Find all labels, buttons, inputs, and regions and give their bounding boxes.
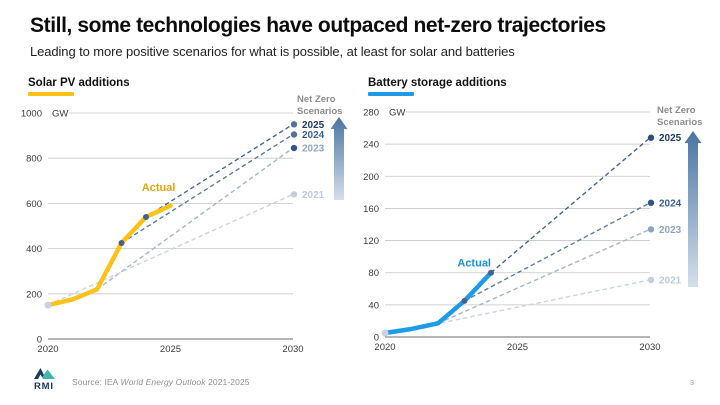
legend-title: Net Zero [657, 105, 696, 116]
unit-label: GW [52, 109, 68, 120]
actual-line [45, 203, 173, 308]
y-tick-label: 280 [363, 108, 379, 119]
y-tick-label: 1000 [21, 109, 42, 120]
scenario-dashed-line [121, 133, 294, 244]
scenario-year-label: 2021 [659, 275, 682, 286]
source-publication: World Energy Outlook [120, 377, 206, 387]
actual-start-dot [381, 329, 389, 337]
y-tick-label: 0 [374, 333, 379, 344]
logo-mountain-right [41, 369, 55, 379]
rmi-logo: RMI [34, 368, 55, 392]
scenario-year-label: 2023 [302, 144, 325, 155]
scenario-year-label: 2023 [659, 225, 682, 236]
actual-line [382, 270, 494, 336]
page-number: 3 [689, 378, 694, 387]
y-tick-label: 120 [363, 236, 379, 247]
legend-title: Scenarios [297, 106, 342, 117]
scenario-year-label: 2024 [659, 198, 682, 209]
scenario-endpoint-dot [290, 121, 298, 128]
x-tick-label: 2025 [507, 342, 528, 353]
legend-title: Scenarios [657, 117, 702, 128]
y-tick-label: 200 [363, 172, 379, 183]
x-tick-label: 2025 [160, 344, 181, 355]
y-tick-label: 0 [37, 335, 42, 346]
actual-start-dot [44, 301, 52, 309]
actual-data-dot [488, 269, 494, 276]
actual-series-label: Actual [142, 182, 176, 194]
x-tick-label: 2030 [639, 342, 660, 353]
scenario-endpoint-dot [647, 226, 655, 233]
scenario-dashed-line [464, 202, 651, 302]
scenario-endpoint-dot [290, 144, 298, 152]
scenario-year-label: 2024 [302, 130, 325, 141]
y-tick-label: 80 [368, 268, 379, 279]
scenario-dashed-line [96, 147, 294, 290]
battery-storage-chart: 0 40 80 120 160 200 240 280 GW 2020 2025 2030 2025 20… [363, 105, 702, 353]
scenario-endpoint-dot [647, 134, 655, 141]
slide-subtitle: Leading to more positive scenarios for w… [30, 44, 515, 59]
chart-title-solar-label: Solar PV additions [28, 77, 130, 89]
slide-title: Still, some technologies have outpaced n… [30, 14, 606, 37]
scenario-dashed-line [145, 123, 294, 218]
source-suffix: 2021-2025 [205, 377, 250, 387]
actual-series-label: Actual [457, 257, 491, 269]
logo-text: RMI [34, 381, 54, 392]
scenario-endpoint-dot [647, 276, 655, 284]
y-tick-label: 40 [368, 300, 379, 311]
chart-title-solar: Solar PV additions [28, 77, 130, 96]
chart-title-solar-underline [28, 92, 74, 96]
scenario-endpoint-dot [290, 191, 298, 198]
y-tick-label: 200 [26, 289, 42, 300]
actual-data-dot [118, 239, 125, 246]
scenario-endpoint-dot [647, 199, 655, 207]
scenario-year-label: 2025 [302, 120, 325, 131]
source-line: Source: IEA World Energy Outlook 2021-20… [72, 377, 250, 387]
chart-title-battery-label: Battery storage additions [368, 77, 507, 89]
y-tick-label: 160 [363, 204, 379, 215]
source-prefix: Source: IEA [72, 377, 121, 387]
scenario-endpoint-dot [290, 131, 298, 138]
x-tick-label: 2020 [37, 344, 58, 355]
y-tick-label: 400 [26, 244, 42, 255]
net-zero-arrow [330, 117, 348, 200]
x-tick-label: 2020 [374, 342, 395, 353]
scenario-year-label: 2025 [659, 133, 682, 144]
chart-title-battery-underline [368, 92, 414, 96]
unit-label: GW [389, 108, 405, 119]
logo-mountain-notch [38, 374, 43, 379]
scenario-dashed-line [47, 193, 294, 306]
scenario-dashed-line [490, 137, 651, 274]
scenario-year-label: 2021 [302, 190, 325, 201]
legend-title: Net Zero [297, 94, 336, 105]
chart-title-battery: Battery storage additions [368, 77, 507, 96]
x-tick-label: 2030 [282, 344, 303, 355]
scenario-dashed-line [411, 279, 651, 330]
y-tick-label: 600 [26, 199, 42, 210]
y-tick-label: 240 [363, 140, 379, 151]
actual-data-dot [461, 297, 468, 304]
actual-data-dot [143, 213, 149, 220]
y-tick-label: 800 [26, 154, 42, 165]
net-zero-arrow [684, 131, 702, 287]
scenario-dashed-line [437, 228, 651, 324]
